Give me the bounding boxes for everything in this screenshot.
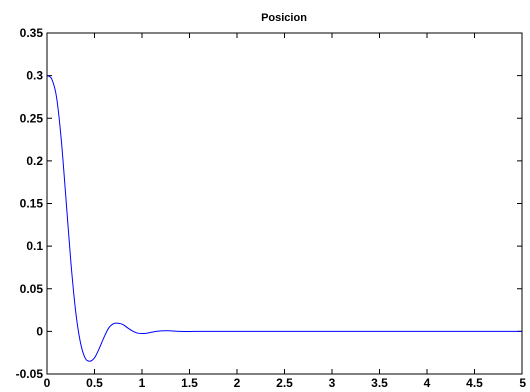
plot-area [47, 33, 522, 374]
x-tick-label: 2.5 [276, 376, 293, 390]
y-axis-ticks: -0.05 0 0.05 0.1 0.15 0.2 0.25 0.3 0.35 [16, 26, 522, 381]
y-tick-label: 0.1 [26, 239, 43, 253]
x-tick-label: 1 [139, 376, 146, 390]
x-tick-label: 4.5 [466, 376, 483, 390]
y-tick-label: -0.05 [16, 367, 44, 381]
y-tick-label: 0 [36, 324, 43, 338]
y-tick-label: 0.15 [20, 197, 44, 211]
y-tick-label: 0.05 [20, 282, 44, 296]
y-tick-label: 0.3 [26, 69, 43, 83]
y-tick-label: 0.35 [20, 26, 44, 40]
series-line-posicion [46, 75, 522, 362]
x-tick-label: 3 [329, 376, 336, 390]
series-layer [46, 75, 522, 362]
x-tick-label: 0.5 [86, 376, 103, 390]
y-tick-label: 0.2 [26, 154, 43, 168]
x-tick-label: 5 [519, 376, 526, 390]
x-tick-label: 1.5 [181, 376, 198, 390]
chart-title: Posicion [261, 12, 307, 24]
y-tick-label: 0.25 [20, 111, 44, 125]
x-tick-label: 3.5 [371, 376, 388, 390]
plot-frame [46, 32, 523, 375]
x-tick-label: 0 [44, 376, 51, 390]
x-tick-label: 2 [234, 376, 241, 390]
x-tick-label: 4 [424, 376, 431, 390]
